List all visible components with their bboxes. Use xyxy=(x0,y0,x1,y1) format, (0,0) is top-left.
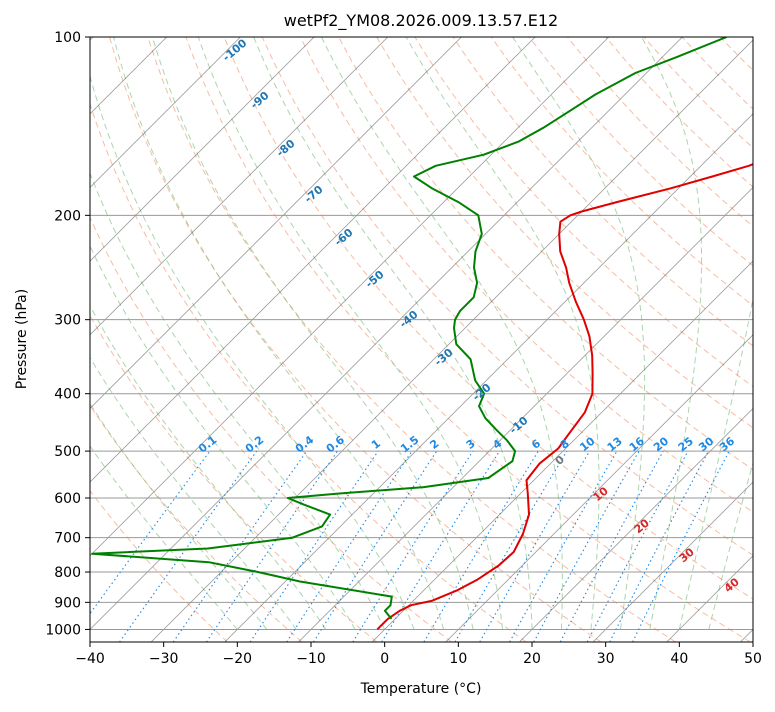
y-tick-label: 800 xyxy=(54,565,81,581)
y-axis-title: Pressure (hPa) xyxy=(14,289,30,389)
y-tick-label: 900 xyxy=(54,595,81,611)
y-tick-label: 300 xyxy=(54,313,81,329)
y-tick-label: 500 xyxy=(54,444,81,460)
x-tick-label: −10 xyxy=(296,651,326,667)
y-tick-label: 1000 xyxy=(45,622,81,638)
x-tick-label: 0 xyxy=(380,651,389,667)
x-tick-label: 30 xyxy=(597,651,615,667)
x-tick-label: 10 xyxy=(449,651,467,667)
y-tick-label: 100 xyxy=(54,30,81,46)
y-tick-label: 400 xyxy=(54,387,81,403)
x-tick-label: −30 xyxy=(149,651,179,667)
y-tick-label: 600 xyxy=(54,491,81,507)
x-tick-label: 20 xyxy=(523,651,541,667)
x-tick-label: 50 xyxy=(744,651,762,667)
x-tick-label: −20 xyxy=(223,651,253,667)
x-tick-label: 40 xyxy=(670,651,688,667)
y-tick-label: 700 xyxy=(54,531,81,547)
x-tick-label: −40 xyxy=(75,651,105,667)
y-tick-label: 200 xyxy=(54,208,81,224)
chart-title: wetPf2_YM08.2026.009.13.57.E12 xyxy=(284,11,558,31)
x-axis-title: Temperature (°C) xyxy=(360,681,482,697)
